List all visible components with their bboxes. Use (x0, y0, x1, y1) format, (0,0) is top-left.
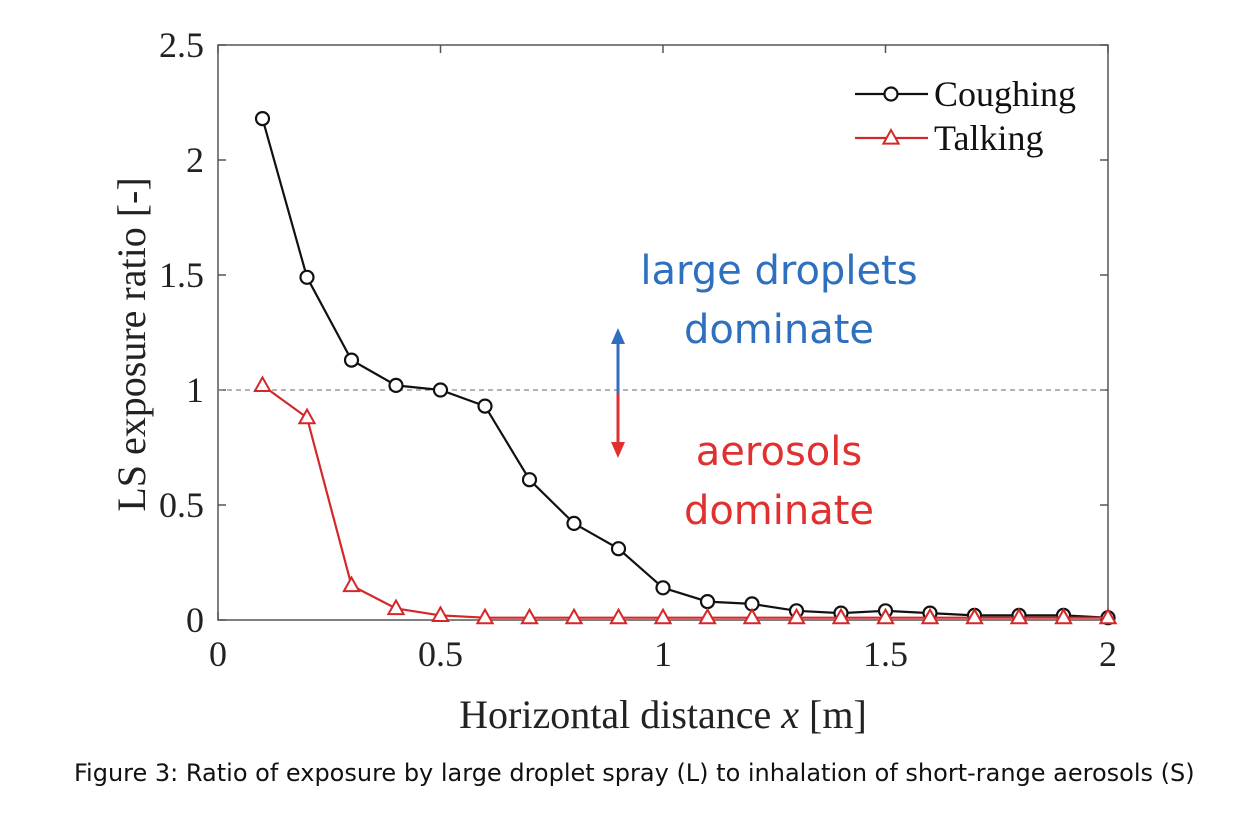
x-tick-label: 0.5 (418, 634, 463, 674)
data-point-coughing (610, 541, 627, 557)
legend-marker-coughing (883, 86, 899, 102)
x-axis-label: Horizontal distance x [m] (459, 692, 867, 737)
series-line-talking (261, 384, 1108, 619)
y-axis-label: LS exposure ratio [-] (109, 177, 154, 511)
annotation-dominate-upper: dominate (684, 307, 874, 353)
data-point-talking (876, 607, 895, 625)
data-point-talking (831, 607, 851, 625)
data-point-coughing (254, 110, 271, 127)
data-point-talking (520, 607, 539, 625)
series-talking (253, 375, 1118, 625)
up-arrow-head (611, 328, 625, 344)
plot-axes: 0 0.5 1 1.5 2 0 0.5 1 1.5 2 2.5 (159, 25, 1117, 674)
data-point-coughing (299, 269, 315, 285)
y-tick-label: 2.5 (159, 25, 204, 65)
figure-caption: Figure 3: Ratio of exposure by large dro… (74, 759, 1195, 787)
data-point-talking (653, 607, 673, 625)
x-tick-label: 1.5 (863, 634, 908, 674)
data-point-coughing (521, 472, 538, 488)
data-point-talking (1054, 607, 1073, 625)
x-tick-label: 0 (209, 634, 227, 674)
data-point-coughing (566, 515, 582, 532)
data-point-coughing (388, 377, 404, 393)
series-layer (253, 110, 1118, 626)
data-point-talking (787, 607, 806, 625)
data-point-talking (253, 375, 272, 392)
y-tick-label: 0 (186, 600, 204, 640)
series-line-coughing (261, 118, 1109, 619)
data-point-talking (342, 575, 361, 593)
x-tick-label: 2 (1099, 634, 1117, 674)
data-point-coughing (432, 382, 449, 398)
y-tick-label: 1.5 (159, 255, 204, 295)
axis-labels: Horizontal distance x [m] LS exposure rat… (109, 177, 867, 737)
legend-label-talking: Talking (934, 118, 1043, 158)
y-tick-label: 2 (186, 140, 204, 180)
data-point-talking (742, 607, 762, 625)
data-point-talking (1098, 607, 1118, 625)
data-point-talking (431, 605, 450, 622)
y-tick-label: 1 (186, 370, 204, 410)
annotation-large-droplets: large droplets (640, 248, 917, 294)
data-point-coughing (477, 398, 493, 414)
line-chart: 0 0.5 1 1.5 2 0 0.5 1 1.5 2 2.5 large droplets domi… (109, 25, 1118, 737)
x-tick-label: 1 (654, 634, 672, 674)
data-point-coughing (699, 593, 716, 610)
data-point-talking (564, 607, 584, 625)
data-point-talking (475, 607, 495, 625)
data-point-talking (609, 607, 628, 625)
y-tick-label: 0.5 (159, 485, 204, 525)
data-point-talking (965, 607, 984, 625)
data-point-talking (1009, 607, 1029, 625)
data-point-talking (297, 407, 317, 425)
data-point-talking (920, 607, 940, 625)
data-point-talking (698, 607, 717, 625)
legend-marker-talking (881, 127, 901, 145)
data-point-talking (386, 598, 406, 616)
series-coughing (254, 110, 1116, 626)
data-point-coughing (343, 352, 360, 368)
annotation-aerosols: aerosols (696, 429, 862, 475)
annotation-dominate-lower: dominate (684, 488, 874, 534)
down-arrow-head (611, 442, 625, 458)
annotation-layer: large droplets dominate aerosols dominate (611, 248, 918, 534)
legend-label-coughing: Coughing (934, 74, 1076, 114)
data-point-coughing (655, 580, 671, 596)
